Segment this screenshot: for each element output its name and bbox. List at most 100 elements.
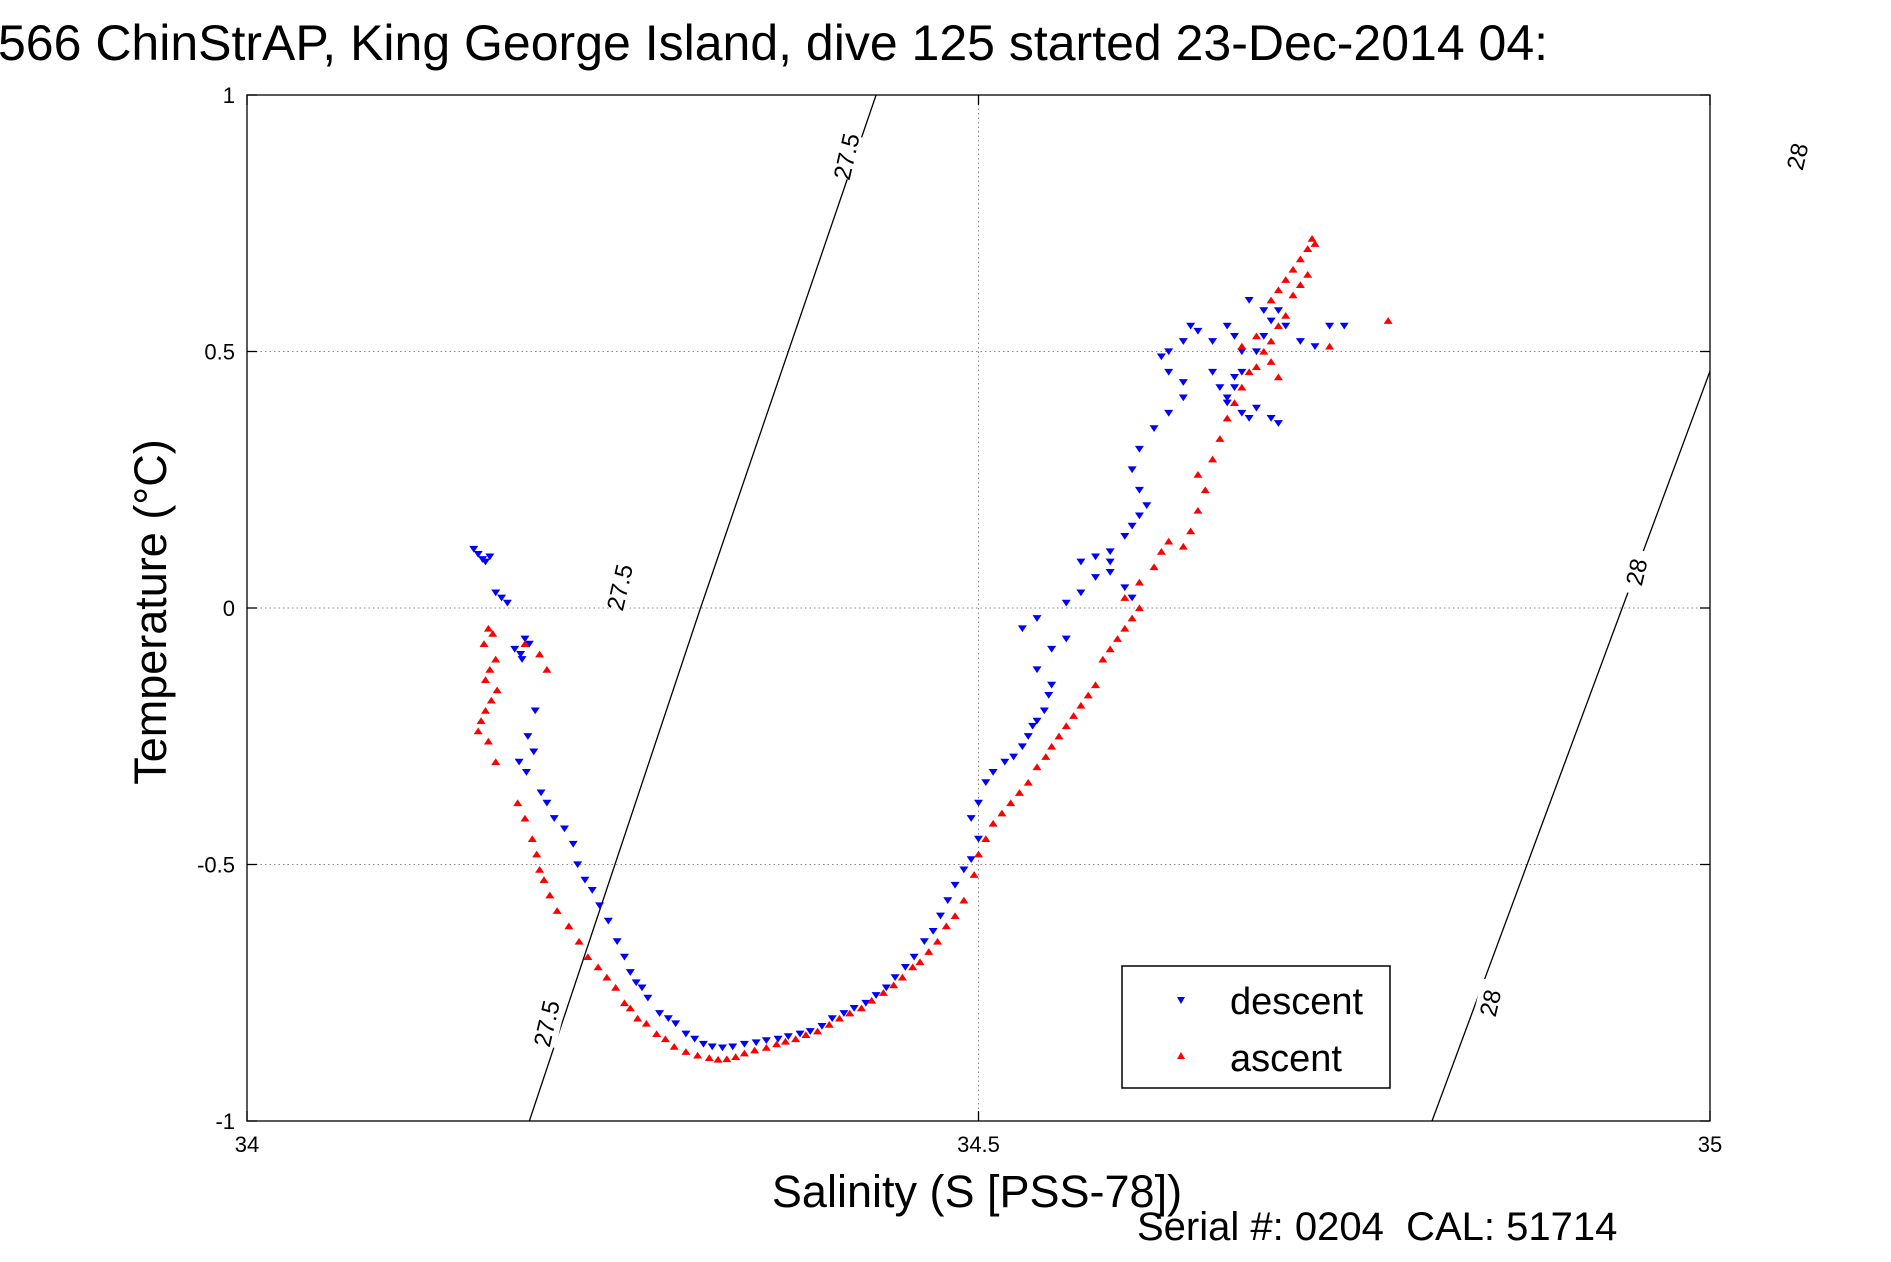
ascent-point bbox=[476, 717, 486, 725]
ascent-point bbox=[1105, 645, 1115, 653]
descent-point bbox=[536, 789, 546, 797]
descent-point bbox=[1164, 409, 1174, 417]
descent-point bbox=[1273, 420, 1283, 427]
ascent-point bbox=[1273, 322, 1283, 329]
descent-point bbox=[890, 974, 900, 981]
descent-point bbox=[1017, 743, 1027, 751]
descent-point bbox=[1091, 574, 1101, 581]
ascent-point bbox=[1120, 624, 1130, 632]
descent-point bbox=[1017, 625, 1027, 633]
ascent-point bbox=[924, 948, 934, 955]
descent-point bbox=[655, 1010, 665, 1017]
descent-point bbox=[871, 992, 881, 999]
ascent-point bbox=[1222, 414, 1232, 422]
descent-point bbox=[587, 887, 597, 894]
ascent-point bbox=[1023, 778, 1033, 786]
contour-label: 28 bbox=[1475, 987, 1507, 1019]
descent-point bbox=[950, 881, 960, 889]
descent-point bbox=[1186, 322, 1196, 330]
ascent-point bbox=[813, 1027, 823, 1035]
ascent-point bbox=[974, 850, 983, 858]
descent-point bbox=[1044, 692, 1054, 699]
ascent-point bbox=[491, 758, 501, 766]
descent-point bbox=[520, 635, 530, 643]
ascent-point bbox=[480, 707, 490, 714]
descent-point bbox=[637, 984, 647, 992]
ascent-point bbox=[1383, 317, 1393, 324]
ascent-point bbox=[1307, 235, 1317, 242]
ascent-point bbox=[619, 999, 629, 1007]
descent-point bbox=[671, 1020, 681, 1028]
descent-point bbox=[1259, 332, 1269, 340]
contour-label-bg bbox=[1618, 547, 1656, 597]
descent-point bbox=[717, 1044, 727, 1052]
series-descent bbox=[469, 297, 1349, 1052]
ascent-point bbox=[491, 655, 501, 663]
descent-point bbox=[1222, 399, 1232, 407]
ascent-point bbox=[997, 809, 1007, 817]
descent-point bbox=[919, 938, 929, 946]
descent-point bbox=[839, 1010, 849, 1017]
descent-point bbox=[530, 707, 540, 715]
ascent-point bbox=[750, 1046, 760, 1054]
ascent-point bbox=[867, 996, 877, 1004]
descent-point bbox=[1339, 322, 1349, 330]
descent-point bbox=[1281, 322, 1291, 330]
ascent-point bbox=[933, 937, 943, 945]
descent-point bbox=[1237, 409, 1247, 417]
descent-point bbox=[795, 1030, 805, 1038]
ascent-point bbox=[1325, 342, 1335, 350]
descent-point bbox=[1266, 317, 1276, 325]
descent-point bbox=[909, 953, 919, 961]
ascent-point bbox=[878, 989, 888, 996]
descent-point bbox=[751, 1039, 761, 1047]
ascent-point bbox=[520, 640, 530, 648]
ascent-point bbox=[1083, 691, 1093, 699]
descent-point bbox=[1230, 374, 1240, 381]
descent-point bbox=[943, 897, 953, 905]
descent-point bbox=[1178, 394, 1188, 402]
ascent-point bbox=[532, 850, 542, 858]
ascent-point bbox=[1032, 763, 1042, 771]
descent-point bbox=[981, 779, 991, 787]
descent-point bbox=[514, 758, 524, 766]
ascent-point bbox=[593, 963, 603, 971]
ascent-point bbox=[1134, 604, 1144, 612]
chart-title: 566 ChinStrAP, King George Island, dive … bbox=[0, 15, 1548, 71]
descent-point bbox=[1127, 594, 1137, 602]
ascent-point bbox=[542, 665, 552, 673]
ascent-point bbox=[1244, 368, 1254, 376]
legend-descent-marker bbox=[1177, 997, 1185, 1004]
descent-point bbox=[643, 994, 653, 1002]
ascent-point bbox=[535, 866, 545, 873]
ascent-point bbox=[1295, 255, 1305, 263]
ascent-point bbox=[1266, 337, 1276, 345]
ascent-point bbox=[488, 630, 498, 637]
ascent-point bbox=[1273, 373, 1283, 381]
descent-point bbox=[603, 917, 613, 925]
ascent-point bbox=[824, 1020, 834, 1028]
contour-label: 28 bbox=[1782, 141, 1814, 173]
ascent-point bbox=[486, 696, 496, 704]
ascent-point bbox=[1076, 701, 1086, 709]
ascent-point bbox=[669, 1043, 679, 1050]
ascent-point bbox=[704, 1054, 714, 1062]
descent-point bbox=[681, 1030, 691, 1038]
descent-point bbox=[1127, 522, 1137, 530]
ascent-point bbox=[1120, 594, 1130, 601]
ascent-point bbox=[479, 640, 489, 648]
descent-point bbox=[521, 769, 531, 776]
ascent-point bbox=[845, 1009, 855, 1017]
ascent-point bbox=[641, 1019, 651, 1027]
ascent-point bbox=[1303, 245, 1313, 253]
ascent-point bbox=[1006, 799, 1016, 807]
descent-point bbox=[1009, 753, 1019, 761]
y-tick-label: -1 bbox=[215, 1109, 235, 1134]
descent-point bbox=[559, 825, 569, 833]
ascent-point bbox=[527, 835, 537, 842]
descent-point bbox=[698, 1040, 708, 1048]
descent-point bbox=[523, 733, 533, 740]
ascent-point bbox=[761, 1044, 771, 1051]
descent-point bbox=[1134, 512, 1144, 520]
